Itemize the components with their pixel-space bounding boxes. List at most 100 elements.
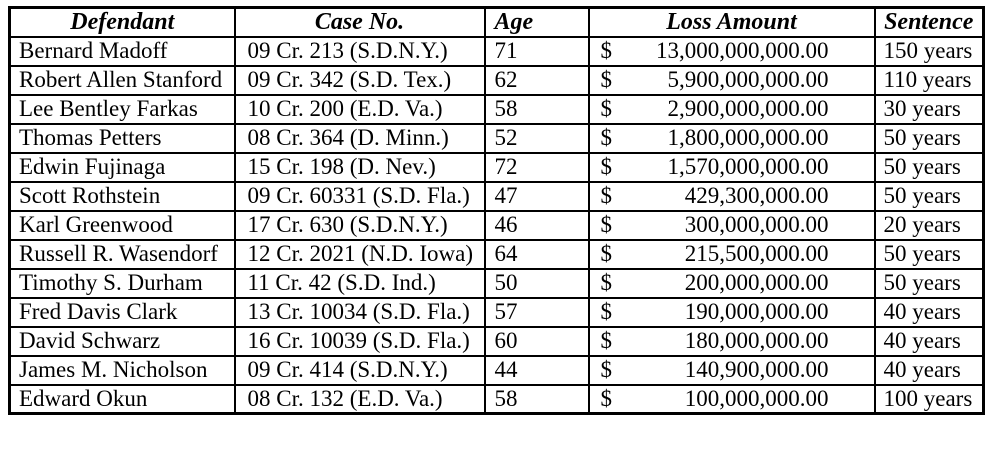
header-row: Defendant Case No. Age Loss Amount Sente… — [8, 6, 985, 38]
sentence-cell: 40 years — [873, 325, 985, 357]
currency-symbol: $ — [600, 154, 613, 180]
currency-symbol: $ — [600, 357, 613, 383]
sentence-cell: 110 years — [873, 64, 985, 96]
loss-amount-value: 13,000,000,000.00 — [656, 38, 829, 64]
loss-amount-value: 1,570,000,000.00 — [667, 154, 829, 180]
document-page: Defendant Case No. Age Loss Amount Sente… — [8, 6, 985, 415]
loss-amount-value: 5,900,000,000.00 — [667, 67, 829, 93]
currency-symbol: $ — [600, 386, 613, 412]
defendant-cell: Bernard Madoff — [8, 35, 236, 67]
table-row: Thomas Petters 08 Cr. 364 (D. Minn.) 52 … — [8, 122, 985, 154]
case-no-cell: 08 Cr. 132 (E.D. Va.) — [233, 383, 486, 415]
sentence-cell: 50 years — [873, 180, 985, 212]
case-no-cell: 09 Cr. 213 (S.D.N.Y.) — [233, 35, 486, 67]
case-no-cell: 15 Cr. 198 (D. Nev.) — [233, 151, 486, 183]
table-row: Russell R. Wasendorf 12 Cr. 2021 (N.D. I… — [8, 238, 985, 270]
age-cell: 58 — [483, 383, 590, 415]
loss-amount-cell: $ 190,000,000.00 — [587, 296, 876, 328]
table-row: Edwin Fujinaga 15 Cr. 198 (D. Nev.) 72 $… — [8, 151, 985, 183]
case-no-cell: 09 Cr. 342 (S.D. Tex.) — [233, 64, 486, 96]
loss-amount-value: 2,900,000,000.00 — [667, 96, 829, 122]
age-cell: 44 — [483, 354, 590, 386]
sentence-cell: 50 years — [873, 122, 985, 154]
sentence-cell: 30 years — [873, 93, 985, 125]
age-cell: 57 — [483, 296, 590, 328]
column-header-defendant: Defendant — [8, 6, 236, 38]
loss-amount-cell: $ 180,000,000.00 — [587, 325, 876, 357]
currency-symbol: $ — [600, 299, 613, 325]
case-no-cell: 16 Cr. 10039 (S.D. Fla.) — [233, 325, 486, 357]
table-row: Bernard Madoff 09 Cr. 213 (S.D.N.Y.) 71 … — [8, 35, 985, 67]
defendant-cell: Scott Rothstein — [8, 180, 236, 212]
table-row: Robert Allen Stanford 09 Cr. 342 (S.D. T… — [8, 64, 985, 96]
loss-amount-cell: $ 13,000,000,000.00 — [587, 35, 876, 67]
defendant-cell: David Schwarz — [8, 325, 236, 357]
loss-amount-value: 140,900,000.00 — [684, 357, 829, 383]
sentence-cell: 50 years — [873, 267, 985, 299]
loss-amount-cell: $ 200,000,000.00 — [587, 267, 876, 299]
loss-amount-cell: $ 300,000,000.00 — [587, 209, 876, 241]
defendant-cell: Timothy S. Durham — [8, 267, 236, 299]
sentence-cell: 50 years — [873, 238, 985, 270]
table-row: Edward Okun 08 Cr. 132 (E.D. Va.) 58 $ 1… — [8, 383, 985, 415]
age-cell: 50 — [483, 267, 590, 299]
loss-amount-value: 429,300,000.00 — [684, 183, 829, 209]
sentence-cell: 40 years — [873, 296, 985, 328]
sentence-cell: 50 years — [873, 151, 985, 183]
defendant-cell: Fred Davis Clark — [8, 296, 236, 328]
age-cell: 52 — [483, 122, 590, 154]
defendant-cell: Edwin Fujinaga — [8, 151, 236, 183]
column-header-loss-amount: Loss Amount — [587, 6, 876, 38]
loss-amount-cell: $ 140,900,000.00 — [587, 354, 876, 386]
loss-amount-cell: $ 429,300,000.00 — [587, 180, 876, 212]
loss-amount-value: 215,500,000.00 — [684, 241, 829, 267]
age-cell: 60 — [483, 325, 590, 357]
sentence-cell: 20 years — [873, 209, 985, 241]
currency-symbol: $ — [600, 125, 613, 151]
loss-amount-value: 180,000,000.00 — [684, 328, 829, 354]
table-row: James M. Nicholson 09 Cr. 414 (S.D.N.Y.)… — [8, 354, 985, 386]
defendant-cell: Russell R. Wasendorf — [8, 238, 236, 270]
loss-amount-cell: $ 215,500,000.00 — [587, 238, 876, 270]
column-header-age: Age — [483, 6, 590, 38]
defendant-cell: Karl Greenwood — [8, 209, 236, 241]
table-row: Scott Rothstein 09 Cr. 60331 (S.D. Fla.)… — [8, 180, 985, 212]
case-no-cell: 12 Cr. 2021 (N.D. Iowa) — [233, 238, 486, 270]
loss-amount-cell: $ 2,900,000,000.00 — [587, 93, 876, 125]
age-cell: 72 — [483, 151, 590, 183]
table-row: David Schwarz 16 Cr. 10039 (S.D. Fla.) 6… — [8, 325, 985, 357]
currency-symbol: $ — [600, 183, 613, 209]
age-cell: 71 — [483, 35, 590, 67]
case-no-cell: 08 Cr. 364 (D. Minn.) — [233, 122, 486, 154]
currency-symbol: $ — [600, 38, 613, 64]
case-no-cell: 13 Cr. 10034 (S.D. Fla.) — [233, 296, 486, 328]
table-body: Bernard Madoff 09 Cr. 213 (S.D.N.Y.) 71 … — [8, 35, 985, 415]
sentence-cell: 150 years — [873, 35, 985, 67]
loss-amount-cell: $ 100,000,000.00 — [587, 383, 876, 415]
defendant-cell: Robert Allen Stanford — [8, 64, 236, 96]
case-no-cell: 09 Cr. 414 (S.D.N.Y.) — [233, 354, 486, 386]
age-cell: 46 — [483, 209, 590, 241]
sentence-cell: 40 years — [873, 354, 985, 386]
loss-amount-value: 1,800,000,000.00 — [667, 125, 829, 151]
column-header-case-no: Case No. — [233, 6, 486, 38]
table-header: Defendant Case No. Age Loss Amount Sente… — [8, 6, 985, 38]
currency-symbol: $ — [600, 241, 613, 267]
table-row: Timothy S. Durham 11 Cr. 42 (S.D. Ind.) … — [8, 267, 985, 299]
currency-symbol: $ — [600, 96, 613, 122]
defendant-cell: Edward Okun — [8, 383, 236, 415]
case-no-cell: 11 Cr. 42 (S.D. Ind.) — [233, 267, 486, 299]
defendant-cell: James M. Nicholson — [8, 354, 236, 386]
loss-amount-cell: $ 1,570,000,000.00 — [587, 151, 876, 183]
age-cell: 58 — [483, 93, 590, 125]
table-row: Lee Bentley Farkas 10 Cr. 200 (E.D. Va.)… — [8, 93, 985, 125]
currency-symbol: $ — [600, 212, 613, 238]
table-row: Fred Davis Clark 13 Cr. 10034 (S.D. Fla.… — [8, 296, 985, 328]
currency-symbol: $ — [600, 270, 613, 296]
age-cell: 47 — [483, 180, 590, 212]
defendant-cell: Thomas Petters — [8, 122, 236, 154]
column-header-sentence: Sentence — [873, 6, 985, 38]
loss-amount-value: 190,000,000.00 — [684, 299, 829, 325]
case-no-cell: 10 Cr. 200 (E.D. Va.) — [233, 93, 486, 125]
table-row: Karl Greenwood 17 Cr. 630 (S.D.N.Y.) 46 … — [8, 209, 985, 241]
